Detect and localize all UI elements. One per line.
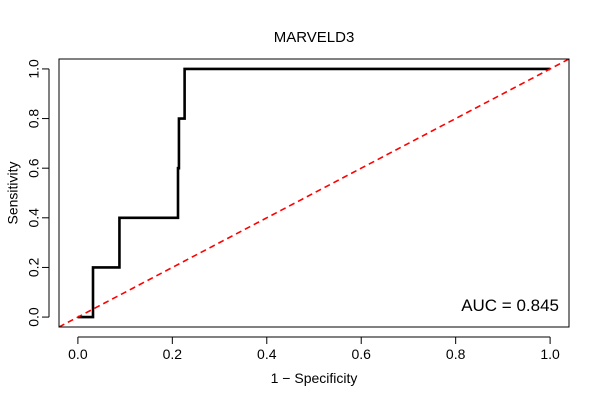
- x-tick-label: 0.0: [68, 346, 88, 362]
- x-tick-label: 0.4: [257, 346, 277, 362]
- roc-curve-line: [77, 67, 551, 319]
- x-tick-label: 0.2: [163, 346, 183, 362]
- auc-annotation: AUC = 0.845: [461, 296, 559, 315]
- x-axis-label: 1 − Specificity: [271, 370, 358, 386]
- x-tick-label: 0.6: [351, 346, 371, 362]
- reference-diagonal-line: [59, 59, 569, 327]
- y-axis-label: Sensitivity: [5, 161, 21, 224]
- y-tick-label: 1.0: [26, 59, 42, 79]
- y-tick-label: 0.6: [26, 158, 42, 178]
- chart-title: MARVELD3: [274, 29, 355, 46]
- plot-frame: [58, 58, 570, 328]
- x-tick-label: 0.8: [446, 346, 466, 362]
- y-tick-label: 0.2: [26, 258, 42, 278]
- y-tick-label: 0.0: [26, 307, 42, 327]
- x-tick-label: 1.0: [540, 346, 560, 362]
- y-tick-label: 0.8: [26, 109, 42, 129]
- y-tick-label: 0.4: [26, 208, 42, 228]
